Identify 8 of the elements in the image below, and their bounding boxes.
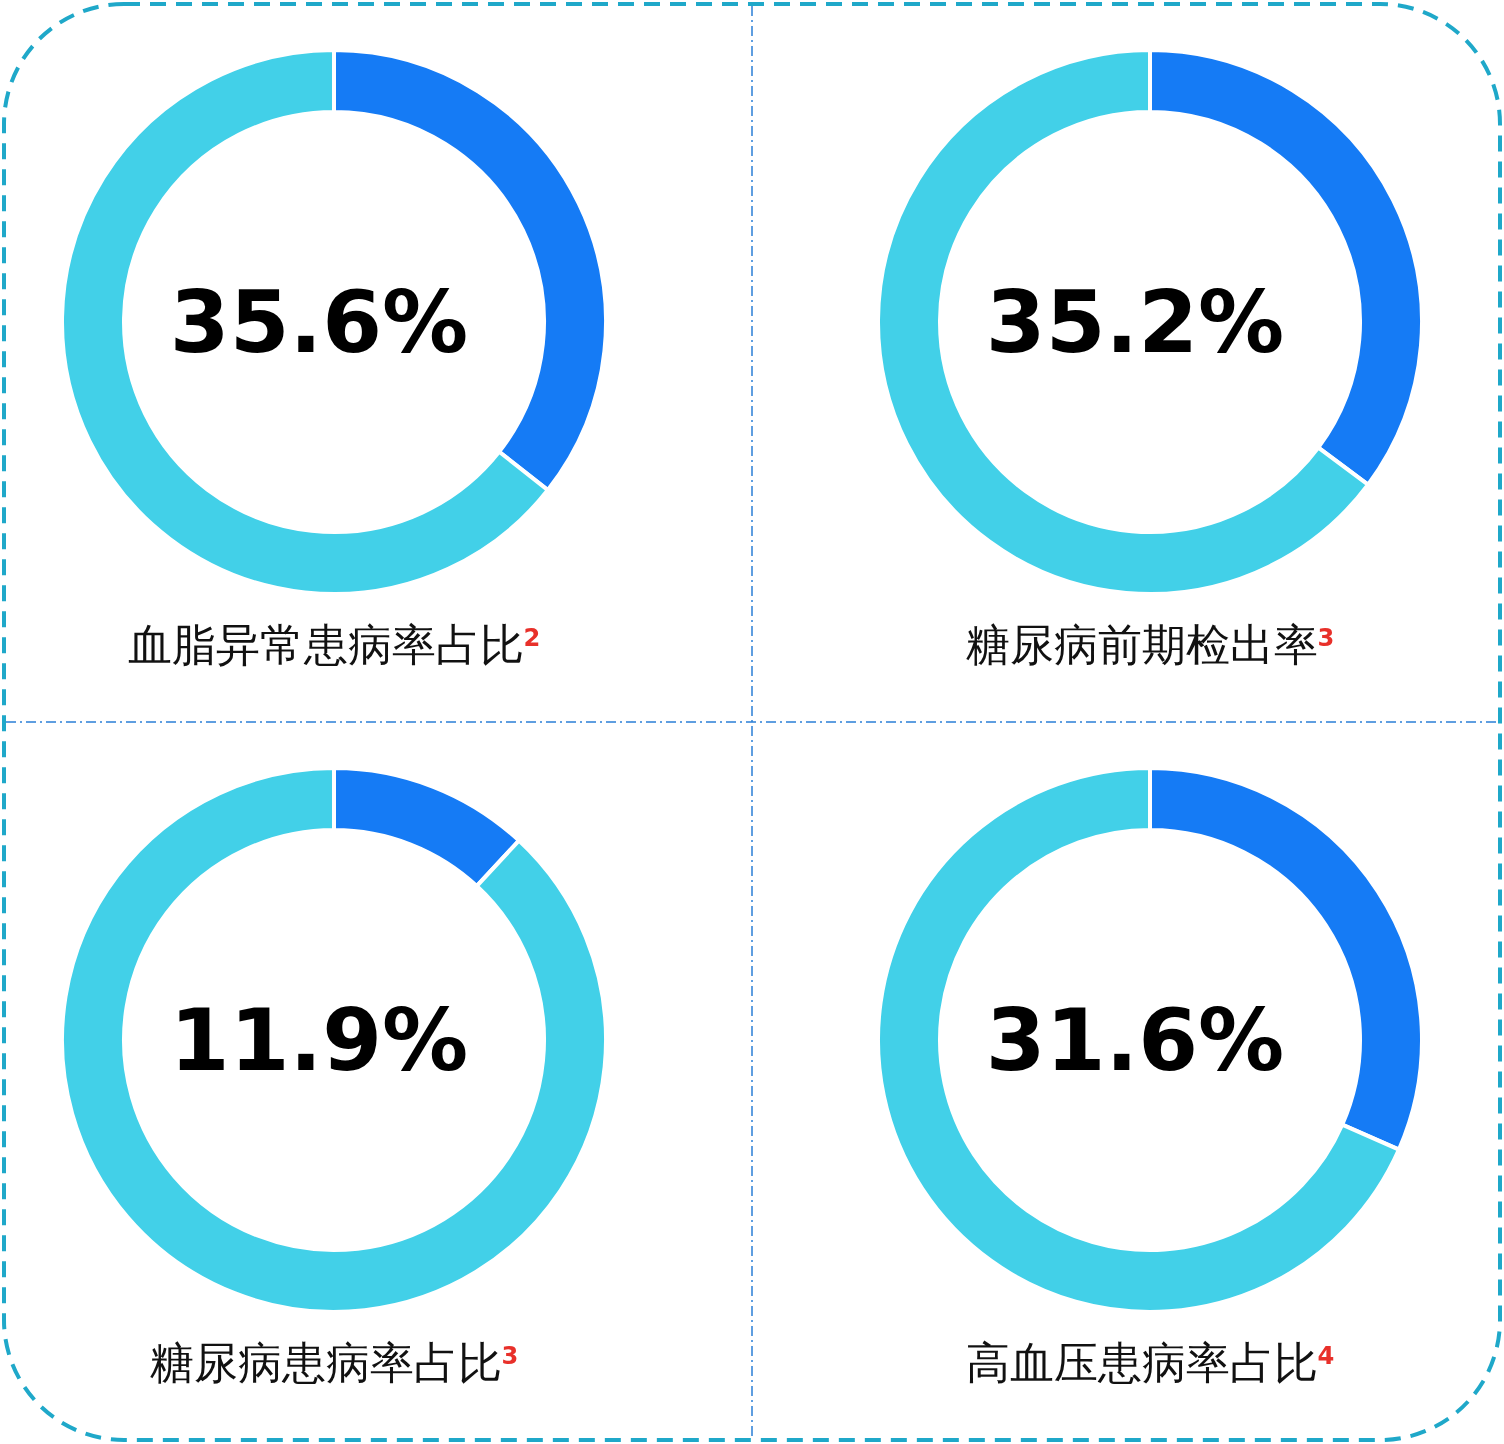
text: 31.6%	[985, 990, 1285, 1090]
text: 35.2%	[985, 272, 1285, 372]
text: 血脂异常患病率占比$^{2}$	[127, 619, 541, 670]
text: 糖尿病患病率占比$^{3}$	[149, 1337, 519, 1388]
text: 35.6%	[169, 272, 469, 372]
text: 11.9%	[169, 990, 469, 1090]
text: 高血压患病率占比$^{4}$	[965, 1337, 1335, 1388]
text: 糖尿病前期检出率$^{3}$	[965, 619, 1335, 670]
